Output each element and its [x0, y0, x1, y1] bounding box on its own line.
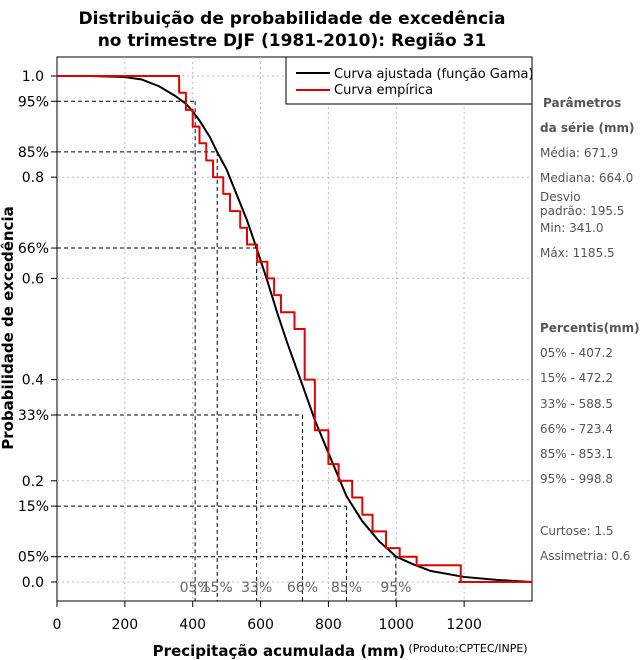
legend: Curva ajustada (função Gama) Curva empír… [285, 56, 534, 105]
stat-p85: 85% - 853.1 [540, 447, 613, 461]
y-pct-tick-label: 66% [18, 241, 49, 257]
y-axis-title: Probabilidade de excedência [0, 206, 17, 450]
percentile-axis-label: 85% [331, 580, 362, 596]
stat-mediana: Mediana: 664.0 [540, 171, 633, 185]
y-pct-tick-label: 85% [18, 145, 49, 161]
percentile-axis-label: 05% [180, 580, 211, 596]
y-tick-label: 0.6 [22, 271, 44, 287]
chart-title-line-1: Distribuição de probabilidade de excedên… [79, 9, 506, 29]
x-tick-label: 1000 [378, 617, 414, 633]
y-pct-tick-label: 15% [18, 499, 49, 515]
stat-min: Min: 341.0 [540, 221, 604, 235]
stat-p05: 05% - 407.2 [540, 346, 613, 360]
y-tick-label: 0.4 [22, 373, 44, 389]
y-pct-tick-label: 33% [18, 408, 49, 424]
legend-box [285, 56, 533, 105]
stats-percentis-heading: Percentis(mm) [540, 321, 640, 335]
stats-params-heading-1: Parâmetros [543, 96, 621, 110]
x-tick-label: 0 [53, 617, 62, 633]
x-tick-label: 200 [111, 617, 138, 633]
legend-label-empirical: Curva empírica [334, 83, 433, 98]
stats-panel: Parâmetros da série (mm) Média: 671.9 Me… [540, 96, 640, 563]
x-axis-title: Precipitação acumulada (mm) [153, 642, 406, 660]
x-tick-label: 800 [315, 617, 342, 633]
empirical-curve [57, 75, 532, 583]
y-pct-tick-label: 05% [18, 550, 49, 566]
percentile-axis-label: 95% [380, 580, 411, 596]
stat-max: Máx: 1185.5 [540, 246, 615, 260]
stat-p33: 33% - 588.5 [540, 397, 613, 411]
y-tick-label: 1.0 [22, 69, 44, 85]
percentile-axis-label: 66% [287, 580, 318, 596]
legend-label-fitted: Curva ajustada (função Gama) [334, 67, 534, 82]
x-tick-label: 600 [247, 617, 274, 633]
stats-params-heading-2: da série (mm) [540, 121, 634, 135]
stat-media: Média: 671.9 [540, 146, 618, 160]
fitted-gamma-curve [57, 75, 533, 583]
y-pct-tick-label: 95% [18, 94, 49, 110]
stat-p15: 15% - 472.2 [540, 371, 613, 385]
axis-ticks: 0 200 400 600 800 1000 1200 1.0 0.8 0.6 0.4 0.2 0.0 9… [18, 69, 482, 633]
stat-p95: 95% - 998.8 [540, 472, 613, 486]
series-layer [57, 75, 533, 583]
x-tick-label: 1200 [446, 617, 482, 633]
stat-curtose: Curtose: 1.5 [540, 524, 614, 538]
stat-p66: 66% - 723.4 [540, 422, 613, 436]
stat-assimetria: Assimetria: 0.6 [540, 549, 630, 563]
y-tick-label: 0.8 [22, 170, 44, 186]
y-tick-label: 0.2 [22, 474, 44, 490]
percentile-labels: 05%15% 33% 66% 85% 95% [180, 580, 412, 596]
chart-title-line-2: no trimestre DJF (1981-2010): Região 31 [98, 31, 487, 51]
y-tick-label: 0.0 [22, 575, 44, 591]
stat-desvio-line-2: padrão: 195.5 [540, 204, 624, 218]
percentile-guides [57, 100, 397, 601]
percentile-axis-label: 15% [202, 580, 233, 596]
credit-text: (Produto:CPTEC/INPE) [408, 642, 527, 655]
percentile-axis-label: 33% [241, 580, 272, 596]
stat-desvio-line-1: Desvio [540, 190, 581, 204]
x-tick-label: 400 [179, 617, 206, 633]
